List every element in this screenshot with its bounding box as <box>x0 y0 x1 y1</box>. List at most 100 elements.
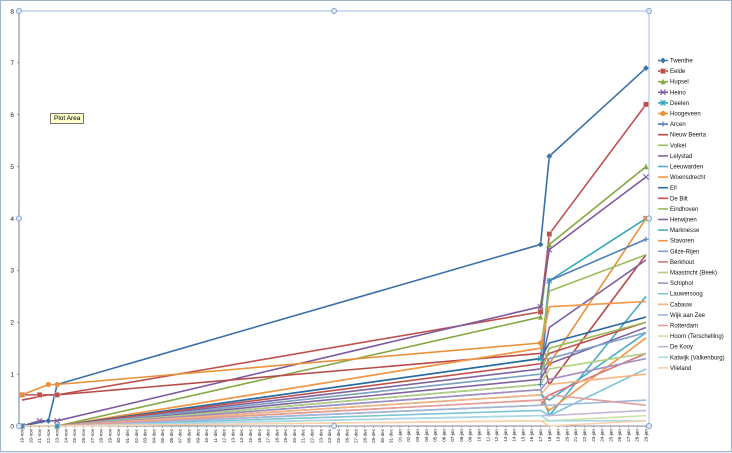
legend-entry[interactable]: Volkel <box>670 143 686 149</box>
plot-area[interactable] <box>18 10 650 427</box>
data-point[interactable] <box>45 381 51 388</box>
axes <box>18 10 650 427</box>
series-line[interactable] <box>22 420 647 427</box>
legend-entry[interactable]: Hoorn (Terschelling) <box>670 334 724 340</box>
x-tick-label: 30-dec <box>380 428 385 443</box>
legend-entry[interactable]: De Kooy <box>670 345 693 351</box>
data-point[interactable] <box>659 57 667 64</box>
x-tick-label: 14-dec <box>239 428 244 443</box>
data-point[interactable] <box>546 246 553 253</box>
legend-entry[interactable]: Hoogeveen <box>670 112 701 118</box>
series-line[interactable] <box>21 254 647 401</box>
data-point[interactable] <box>537 313 544 320</box>
legend-entry[interactable]: Nieuw Beerta <box>670 133 707 139</box>
data-point[interactable] <box>546 278 552 284</box>
resize-handle[interactable] <box>646 423 652 429</box>
data-point[interactable] <box>546 361 552 367</box>
data-point[interactable] <box>19 392 25 398</box>
legend-entry[interactable]: Eelde <box>670 69 686 75</box>
resize-handle[interactable] <box>646 8 652 14</box>
data-point[interactable] <box>660 121 666 127</box>
x-tick-label: 27-nov <box>90 428 95 443</box>
data-point[interactable] <box>660 68 666 74</box>
data-point[interactable] <box>660 78 666 85</box>
legend-entry[interactable]: Stavoren <box>670 239 694 245</box>
legend-entry[interactable]: Lelystad <box>670 154 692 160</box>
data-point[interactable] <box>537 381 544 388</box>
legend-entry[interactable]: Marknesse <box>670 228 700 234</box>
plot-area-tooltip: Plot Area <box>50 113 85 124</box>
legend-entry[interactable]: Schiphol <box>670 281 693 287</box>
data-point[interactable] <box>660 89 666 96</box>
data-point[interactable] <box>537 303 544 310</box>
data-point[interactable] <box>643 163 649 170</box>
series-line[interactable] <box>21 67 647 427</box>
resize-handle[interactable] <box>331 8 337 14</box>
data-point[interactable] <box>537 340 544 346</box>
legend-entry[interactable]: Leeuwarden <box>670 165 703 171</box>
legend-entry[interactable]: Lauwersoog <box>670 292 703 298</box>
data-point[interactable] <box>537 355 544 362</box>
x-tick-label: 09-jan <box>468 429 473 442</box>
data-point[interactable] <box>54 392 60 398</box>
selection-handles[interactable] <box>16 8 652 429</box>
series-line[interactable] <box>22 103 647 396</box>
legend-entry[interactable]: Herwijnen <box>670 218 697 224</box>
legend-entry[interactable]: Twenthe <box>670 59 693 65</box>
data-point[interactable] <box>54 381 60 388</box>
resize-handle[interactable] <box>16 8 22 14</box>
legend-entry[interactable]: Katwijk (Valkenburg) <box>670 355 725 361</box>
legend[interactable]: Twenthe Eelde Hupsel Heino Deelen Hoogeveen Ar… <box>658 57 725 372</box>
legend-entry[interactable]: Eil <box>670 186 677 192</box>
legend-entry[interactable]: Hupsel <box>670 80 689 86</box>
x-tick-label: 14-jan <box>512 429 517 442</box>
legend-entry[interactable]: Vlieland <box>670 366 691 372</box>
data-point[interactable] <box>546 152 553 160</box>
legend-entry[interactable]: Woensdrecht <box>670 175 706 181</box>
legend-entry[interactable]: Wijk aan Zee <box>670 313 706 319</box>
x-tick-label: 28-nov <box>99 428 104 443</box>
x-tick-label: 23-dec <box>318 428 323 443</box>
x-tick-label: 19-nov <box>20 428 25 443</box>
legend-entry[interactable]: Cabauw <box>670 302 693 308</box>
data-point[interactable] <box>660 99 666 106</box>
x-tick-label: 12-jan <box>494 429 499 442</box>
legend-entry[interactable]: Rotterdam <box>670 324 698 330</box>
data-point[interactable] <box>45 417 52 425</box>
legend-entry[interactable]: Berkhout <box>670 260 694 266</box>
series-lines[interactable] <box>21 67 647 427</box>
data-point[interactable] <box>546 231 553 237</box>
resize-handle[interactable] <box>646 215 652 222</box>
legend-entry[interactable]: Arcen <box>670 122 686 128</box>
x-tick-labels: 19-nov 20-nov 21-nov 22-nov 23-nov 24-nov 25-n… <box>20 426 649 443</box>
resize-handle[interactable] <box>16 423 22 429</box>
series-line[interactable] <box>21 218 647 396</box>
data-point[interactable] <box>537 309 544 315</box>
x-tick-label: 20-dec <box>292 428 297 443</box>
resize-handle[interactable] <box>16 215 22 222</box>
data-point[interactable] <box>660 110 666 117</box>
x-tick-label: 20-jan <box>564 429 569 442</box>
x-tick-label: 07-dec <box>178 428 183 443</box>
legend-entry[interactable]: Eindhoven <box>670 207 698 213</box>
data-point[interactable] <box>36 392 43 398</box>
legend-entry[interactable]: Heino <box>670 90 686 96</box>
data-point[interactable] <box>546 241 552 248</box>
data-point[interactable] <box>643 174 649 180</box>
x-tick-label: 05-dec <box>160 428 165 443</box>
data-point[interactable] <box>642 64 650 72</box>
data-point[interactable] <box>54 417 61 424</box>
legend-entry[interactable]: Deelen <box>670 101 689 107</box>
legend-entry[interactable]: Gilze-Rijen <box>670 249 699 255</box>
x-tick-label: 29-jan <box>644 429 649 442</box>
data-point[interactable] <box>36 417 43 424</box>
legend-entry[interactable]: Maastricht (Beek) <box>670 271 717 277</box>
legend-entry[interactable]: De Bilt <box>670 196 688 202</box>
x-tick-label: 08-jan <box>459 429 464 442</box>
data-point[interactable] <box>643 101 649 108</box>
data-point[interactable] <box>537 241 544 248</box>
resize-handle[interactable] <box>331 423 337 429</box>
data-point[interactable] <box>643 236 649 242</box>
